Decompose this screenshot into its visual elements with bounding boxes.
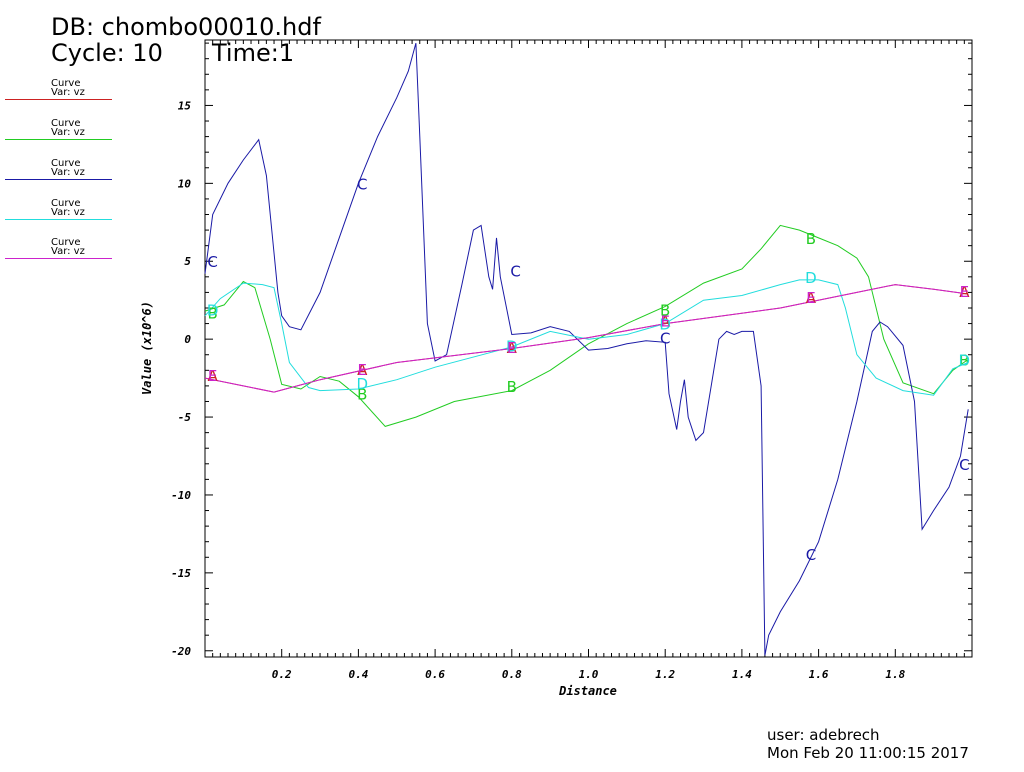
legend-swatch (5, 219, 112, 220)
legend-variable: Var: vz (51, 87, 85, 98)
series-lines (204, 42, 969, 656)
series-marker-d: D (959, 351, 971, 369)
legend-title: Curve (51, 118, 81, 129)
legend-title: Curve (51, 158, 81, 169)
series-marker-c: C (806, 546, 816, 564)
series-marker-e: E (208, 367, 217, 385)
series-marker-e: E (507, 339, 516, 357)
x-tick-label: 1.0 (579, 668, 599, 681)
x-tick-label: 1.6 (809, 668, 829, 681)
legend-swatch (5, 258, 112, 259)
x-tick-label: 0.8 (502, 668, 522, 681)
series-marker-b: B (507, 378, 517, 396)
series-marker-c: C (207, 253, 217, 271)
y-tick-label: -20 (171, 645, 191, 658)
series-marker-a: A (660, 312, 671, 330)
series-marker-c: C (357, 175, 367, 193)
legend-swatch (5, 179, 112, 180)
series-marker-a: A (507, 339, 518, 357)
series-marker-a: A (208, 367, 219, 385)
axis-ticks (205, 40, 972, 657)
y-axis-title: Value (x10^6) (140, 301, 154, 395)
series-marker-e: E (357, 361, 366, 379)
series-marker-d: D (506, 337, 518, 355)
x-tick-label: 0.6 (425, 668, 445, 681)
legend-variable: Var: vz (51, 127, 85, 138)
x-tick-label: 0.2 (272, 668, 292, 681)
series-marker-e: E (660, 312, 669, 330)
series-marker-a: A (357, 361, 368, 379)
series-marker-e: E (960, 283, 969, 301)
legend-swatch (5, 139, 112, 140)
y-tick-label: -15 (171, 567, 191, 580)
x-tick-label: 1.4 (732, 668, 752, 681)
series-marker-a: A (959, 283, 970, 301)
series-marker-a: A (806, 289, 817, 307)
plot-frame (204, 39, 973, 658)
x-tick-label: 1.2 (655, 668, 675, 681)
series-line-b (204, 224, 969, 427)
series-line-d (204, 279, 969, 396)
series-marker-d: D (805, 269, 817, 287)
timestamp: Mon Feb 20 11:00:15 2017 (767, 744, 969, 762)
series-line-e (204, 284, 969, 393)
y-tick-label: 15 (178, 99, 192, 112)
series-marker-c: C (660, 330, 670, 348)
y-tick-label: -5 (178, 411, 192, 424)
time-label: Time:1 (212, 39, 295, 67)
cycle-label: Cycle: 10 (51, 39, 163, 67)
series-line-c (204, 42, 969, 656)
series-marker-b: B (660, 302, 670, 320)
y-tick-label: -10 (171, 489, 191, 502)
series-marker-d: D (207, 302, 219, 320)
y-tick-label: 0 (184, 333, 191, 346)
legend-variable: Var: vz (51, 246, 85, 257)
y-tick-label: 5 (184, 255, 191, 268)
user-label: user: adebrech (767, 726, 880, 744)
x-tick-label: 0.4 (348, 668, 368, 681)
database-title: DB: chombo00010.hdf (51, 13, 321, 41)
y-tick-labels: 15 10 5 0 -5 -10 -15 -20 (171, 99, 191, 657)
series-marker-c: C (959, 456, 969, 474)
legend-title: Curve (51, 198, 81, 209)
series-marker-c: C (510, 263, 520, 281)
series-marker-d: D (356, 375, 368, 393)
series-marker-b: B (357, 386, 367, 404)
series-marker-e: E (806, 289, 815, 307)
series-marker-b: B (208, 305, 218, 323)
y-tick-label: 10 (178, 177, 192, 190)
legend-title: Curve (51, 78, 81, 89)
series-marker-d: D (659, 316, 671, 334)
x-tick-labels: 0.2 0.4 0.6 0.8 1.0 1.2 1.4 1.6 1.8 (272, 668, 906, 681)
legend-variable: Var: vz (51, 167, 85, 178)
series-marker-b: B (959, 351, 969, 369)
legend-title: Curve (51, 237, 81, 248)
legend-variable: Var: vz (51, 207, 85, 218)
x-tick-label: 1.8 (885, 668, 905, 681)
series-marker-b: B (806, 230, 816, 248)
x-axis-title: Distance (558, 684, 617, 698)
legend-swatch (5, 99, 112, 100)
